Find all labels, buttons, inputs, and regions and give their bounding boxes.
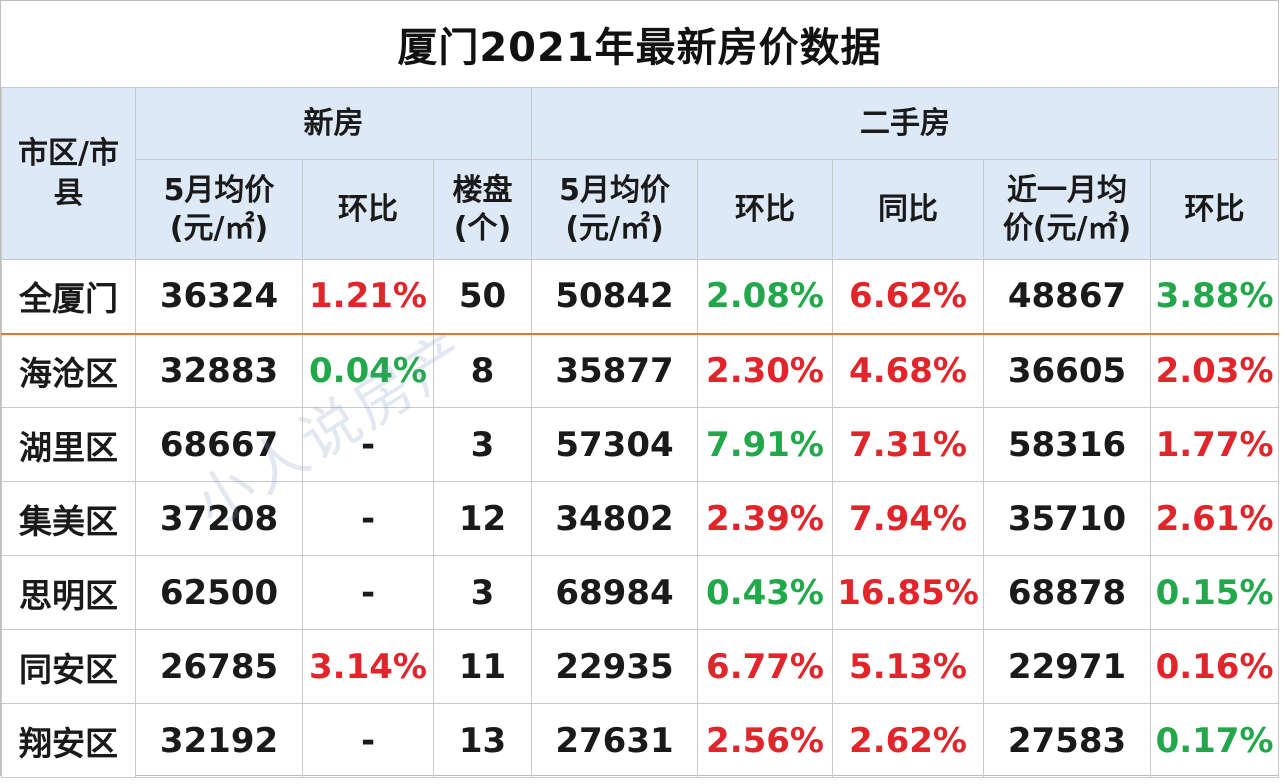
new-avg-price: 36324 [135,259,303,335]
table-row: 翔安区 32192 - 13 27631 2.56% 2.62% 27583 0… [1,703,1280,778]
table-row: 思明区 62500 - 3 68984 0.43% 16.85% 68878 0… [1,555,1280,630]
price-table: 市区/市县 新房 二手房 5月均价 (元/㎡) 环比 楼盘 (个) 5月均价 (… [1,87,1280,778]
new-mom: 1.21% [302,259,434,335]
sh-recent-mom: 0.17% [1150,703,1280,778]
header-district: 市区/市县 [1,87,136,260]
sh-avg-price: 68984 [531,555,699,630]
sh-recent-mom: 0.15% [1150,555,1280,630]
sh-yoy: 6.62% [832,259,985,335]
sh-recent-avg: 22971 [983,629,1152,704]
header-sh-yoy: 同比 [832,159,985,260]
sh-recent-avg: 58316 [983,407,1152,482]
sh-mom: 0.43% [697,555,834,630]
sh-mom: 6.77% [697,629,834,704]
new-avg-price: 68667 [135,407,303,482]
sh-recent-mom: 2.61% [1150,481,1280,556]
new-avg-price: 32192 [135,703,303,778]
new-mom: 3.14% [302,629,434,704]
district-name: 集美区 [1,481,136,556]
table-row: 全厦门 36324 1.21% 50 50842 2.08% 6.62% 488… [1,259,1280,335]
new-projects: 13 [432,703,533,778]
header-second-hand: 二手房 [531,87,1280,160]
table-row: 同安区 26785 3.14% 11 22935 6.77% 5.13% 229… [1,629,1280,704]
sh-avg-price: 35877 [531,333,699,408]
table-row: 湖里区 68667 - 3 57304 7.91% 7.31% 58316 1.… [1,407,1280,482]
new-avg-price: 62500 [135,555,303,630]
new-projects: 3 [432,407,533,482]
new-avg-price: 26785 [135,629,303,704]
new-avg-price: 32883 [135,333,303,408]
new-projects: 12 [432,481,533,556]
new-mom: - [302,407,434,482]
sh-yoy: 16.85% [832,555,985,630]
new-mom: - [302,703,434,778]
new-mom: - [302,555,434,630]
new-projects: 8 [432,333,533,408]
sh-recent-avg: 35710 [983,481,1152,556]
sh-recent-mom: 1.77% [1150,407,1280,482]
new-mom: 0.04% [302,333,434,408]
header-sh-mom: 环比 [697,159,834,260]
district-name: 同安区 [1,629,136,704]
sh-recent-mom: 3.88% [1150,259,1280,335]
sh-yoy: 7.94% [832,481,985,556]
new-avg-price: 37208 [135,481,303,556]
district-name: 全厦门 [1,259,136,335]
new-projects: 50 [432,259,533,335]
table-row: 集美区 37208 - 12 34802 2.39% 7.94% 35710 2… [1,481,1280,556]
district-name: 翔安区 [1,703,136,778]
sh-recent-avg: 36605 [983,333,1152,408]
district-name: 湖里区 [1,407,136,482]
sh-mom: 2.56% [697,703,834,778]
sh-yoy: 7.31% [832,407,985,482]
sh-recent-avg: 27583 [983,703,1152,778]
sh-recent-avg: 68878 [983,555,1152,630]
page-title: 厦门2021年最新房价数据 [397,25,882,71]
sh-avg-price: 27631 [531,703,699,778]
sh-mom: 7.91% [697,407,834,482]
header-new-mom: 环比 [302,159,434,260]
sh-yoy: 5.13% [832,629,985,704]
header-new-projects: 楼盘 (个) [432,159,533,260]
district-name: 海沧区 [1,333,136,408]
new-projects: 3 [432,555,533,630]
sh-mom: 2.30% [697,333,834,408]
sh-avg-price: 22935 [531,629,699,704]
sh-mom: 2.08% [697,259,834,335]
table-row: 海沧区 32883 0.04% 8 35877 2.30% 4.68% 3660… [1,333,1280,408]
sh-recent-mom: 0.16% [1150,629,1280,704]
sh-avg-price: 34802 [531,481,699,556]
sh-yoy: 4.68% [832,333,985,408]
new-projects: 11 [432,629,533,704]
sh-avg-price: 50842 [531,259,699,335]
sh-yoy: 2.62% [832,703,985,778]
sh-mom: 2.39% [697,481,834,556]
district-name: 思明区 [1,555,136,630]
header-new-house: 新房 [134,87,533,160]
sh-avg-price: 57304 [531,407,699,482]
new-mom: - [302,481,434,556]
sh-recent-mom: 2.03% [1150,333,1280,408]
header-new-avg-price: 5月均价 (元/㎡) [135,159,303,260]
header-sh-recent-avg: 近一月均 价(元/㎡) [983,159,1152,260]
header-sh-avg-price: 5月均价 (元/㎡) [531,159,699,260]
header-sh-recent-mom: 环比 [1150,159,1280,260]
sh-recent-avg: 48867 [983,259,1152,335]
